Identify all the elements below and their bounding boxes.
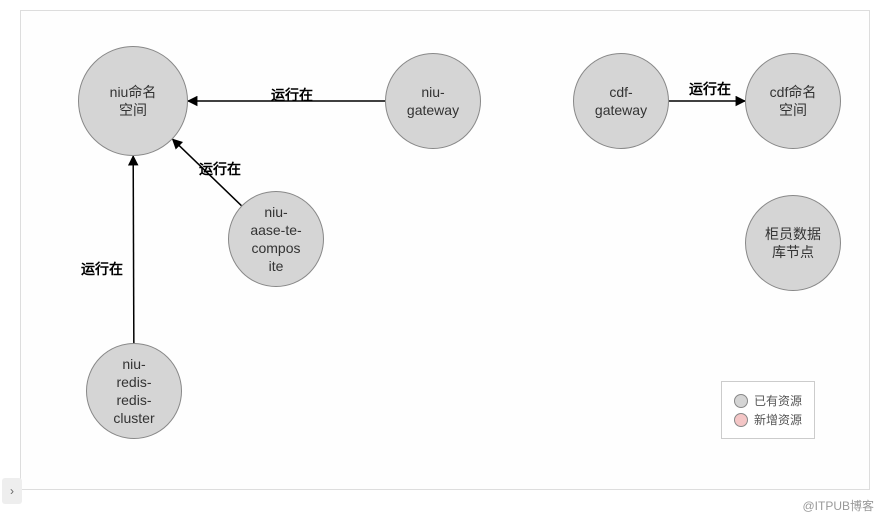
legend-item-0: 已有资源 (734, 392, 802, 409)
node-cdf-gateway[interactable]: cdf-gateway (573, 53, 669, 149)
node-niu-ns[interactable]: niu命名空间 (78, 46, 188, 156)
legend-item-1: 新增资源 (734, 411, 802, 428)
watermark: @ITPUB博客 (802, 497, 874, 514)
node-cdf-ns[interactable]: cdf命名空间 (745, 53, 841, 149)
edge-label-3: 运行在 (689, 79, 731, 99)
legend-swatch-icon (734, 413, 748, 427)
node-teller-db[interactable]: 柜员数据库节点 (745, 195, 841, 291)
legend-label: 已有资源 (754, 392, 802, 409)
edge-label-2: 运行在 (81, 259, 123, 279)
node-niu-gateway[interactable]: niu-gateway (385, 53, 481, 149)
legend-label: 新增资源 (754, 411, 802, 428)
edge-niu-redis-to-niu-ns (133, 156, 134, 343)
edge-label-0: 运行在 (271, 85, 313, 105)
node-niu-composite[interactable]: niu-aase-te-composite (228, 191, 324, 287)
node-niu-redis[interactable]: niu-redis-redis-cluster (86, 343, 182, 439)
legend: 已有资源新增资源 (721, 381, 815, 439)
chevron-right-icon: › (10, 484, 14, 498)
nav-prev-button[interactable]: › (2, 478, 22, 504)
edge-label-1: 运行在 (199, 159, 241, 179)
legend-swatch-icon (734, 394, 748, 408)
diagram-container: niu命名空间 niu-gateway niu-aase-te-composite n… (20, 10, 870, 490)
